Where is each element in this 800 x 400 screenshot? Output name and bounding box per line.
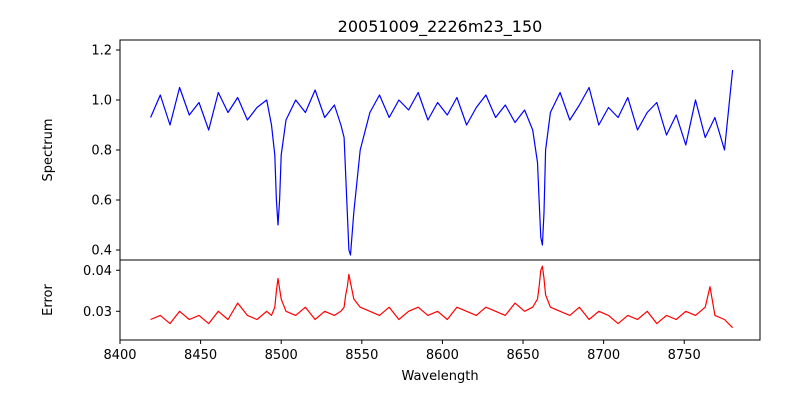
spectrum-y-tick-label: 1.0 bbox=[91, 94, 112, 109]
spectrum-y-tick-label: 0.6 bbox=[91, 194, 112, 209]
error-y-tick-label: 0.03 bbox=[83, 305, 112, 320]
spectrum-series bbox=[150, 69, 734, 256]
spectrum-y-tick-label: 0.4 bbox=[91, 244, 112, 259]
x-tick-label: 8400 bbox=[103, 348, 136, 363]
error-y-ticks: 0.03 0.04 bbox=[83, 264, 120, 320]
x-axis-label: Wavelength bbox=[401, 369, 478, 384]
x-tick-label: 8700 bbox=[587, 348, 620, 363]
spectrum-y-axis-label: Spectrum bbox=[41, 119, 56, 182]
x-tick-label: 8600 bbox=[426, 348, 459, 363]
spectrum-y-ticks: 0.4 0.6 0.8 1.0 1.2 bbox=[91, 44, 120, 259]
spectrum-y-tick-label: 0.8 bbox=[91, 144, 112, 159]
error-y-axis-label: Error bbox=[41, 284, 56, 316]
x-tick-label: 8550 bbox=[345, 348, 378, 363]
x-tick-label: 8750 bbox=[668, 348, 701, 363]
x-tick-label: 8650 bbox=[506, 348, 539, 363]
error-axes-frame bbox=[119, 259, 761, 341]
error-y-tick-label: 0.04 bbox=[83, 264, 112, 279]
spectrum-line-0 bbox=[150, 69, 734, 256]
x-tick-label: 8500 bbox=[265, 348, 298, 363]
x-axis-ticks: 8400 8450 8500 8550 8600 8650 8700 8750 bbox=[103, 340, 701, 363]
chart-title: 20051009_2226m23_150 bbox=[338, 17, 543, 37]
error-series bbox=[150, 265, 734, 329]
x-tick-label: 8450 bbox=[184, 348, 217, 363]
error-line-0 bbox=[150, 265, 734, 329]
error-panel: 0.03 0.04 Error bbox=[41, 259, 761, 341]
spectrum-y-tick-label: 1.2 bbox=[91, 44, 112, 59]
